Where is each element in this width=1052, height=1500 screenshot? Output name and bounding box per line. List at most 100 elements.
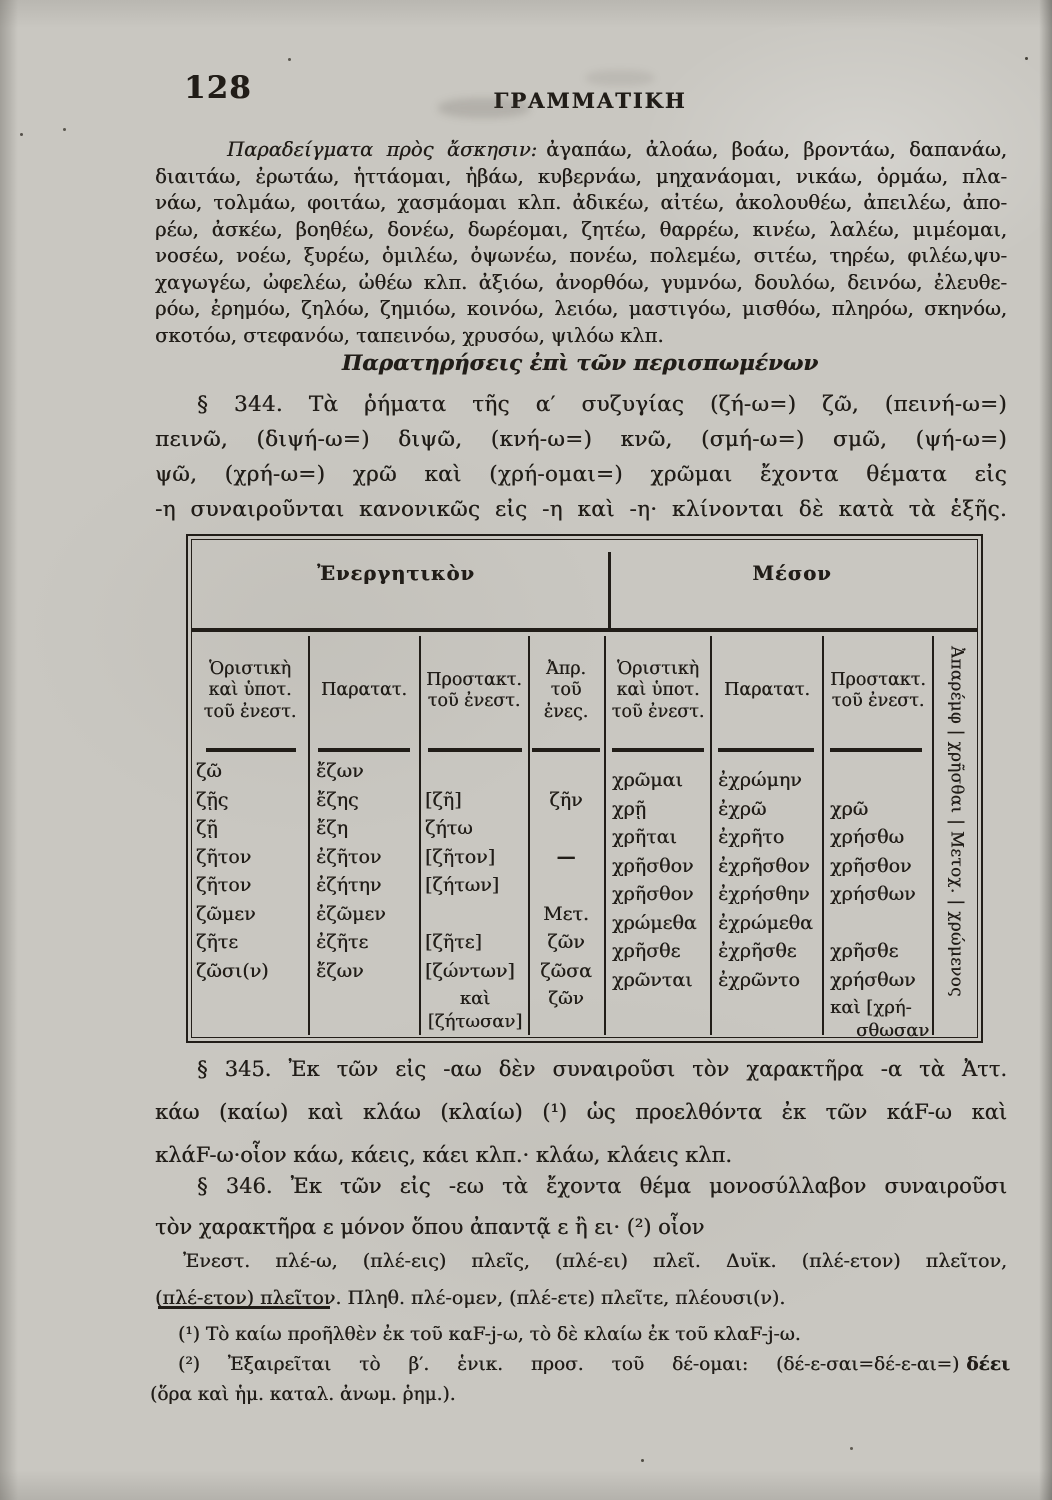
table-cell <box>196 1011 306 1034</box>
table-cell: ζήτω <box>425 817 473 839</box>
table-cell: — <box>556 845 576 868</box>
table-cell <box>530 1011 602 1034</box>
column-rule <box>710 636 712 1035</box>
table-cell: χρῶνται <box>612 968 693 991</box>
col-header-imperfect-active: Παρατατ. <box>321 680 407 701</box>
text-line: σκοτόω, στεφανόω, ταπεινόω, χρυσόω, ψιλό… <box>155 323 664 347</box>
table-cell: ἐχρώμην <box>718 769 802 791</box>
table-column-infinitive-participle-middle: Ἀπαρέμφ | χρῆσθαι | Μετοχ. | χρώμενος <box>947 646 967 997</box>
table-cell: ζῆτον <box>196 845 252 868</box>
examples-lead-italic: Παραδείγματα πρὸς ἄσκησιν: <box>227 138 538 161</box>
print-ghost-smudge <box>585 70 655 86</box>
table-cell: ζῇς <box>196 788 229 811</box>
col-header-imperative-active: Προστακτ. τοῦ ἐνεστ. <box>426 669 522 712</box>
paragraph-346-examples: Ἐνεστ. πλέ-ω, (πλέ-εις) πλεῖς, (πλέ-ει) … <box>155 1243 1007 1317</box>
column-rule <box>932 636 934 1035</box>
text-line: διαιτάω, ἐρωτάω, ἡττάομαι, ἡβάω, κυβερνά… <box>155 164 1007 188</box>
text-line: νάω, τολμάω, φοιτάω, χασμάομαι κλπ. ἀδικ… <box>155 191 1007 214</box>
table-cell: ζῆν <box>549 788 583 811</box>
header-rule <box>192 628 977 632</box>
table-column-imperative-active: [ζῆ] ζήτω [ζῆτον] [ζήτων] [ζῆτε] [ζώντων… <box>425 760 525 1034</box>
table-cell: ζῶν <box>548 988 584 1009</box>
footnote-line: (ὅρα καὶ ἡμ. καταλ. ἀνωμ. ῥημ.). <box>150 1384 456 1405</box>
table-cell: ἐζῶμεν <box>316 902 386 925</box>
table-cell: καὶ [χρή- <box>830 997 912 1018</box>
col-header-infinitive-active: Ἀπρ. τοῦ ἐνες. <box>543 658 589 722</box>
conjugation-table: Ἐνεργητικὸν Μέσον Ὁριστικὴ καὶ ὑποτ. τοῦ… <box>186 534 983 1043</box>
table-cell: ἔζων <box>316 959 364 982</box>
text-segment: ἀγαπάω, ἀλοάω, βοάω, βροντάω, δαπανάω, <box>546 138 1007 161</box>
table-cell: ἐχρῆσθε <box>718 940 797 962</box>
print-ghost-smudge <box>438 98 530 118</box>
table-cell: ἐχρήσθην <box>718 883 810 905</box>
table-column-imperfect-middle: ἐχρώμην ἐχρῶ ἐχρῆτο ἐχρῆσθον ἐχρήσθην ἐχ… <box>718 760 820 1043</box>
paragraph-346: § 346. Ἐκ τῶν εἰς -εω τὰ ἔχοντα θέμα μον… <box>155 1166 1007 1248</box>
table-cell: ζῆτον <box>196 874 252 896</box>
table-cell <box>530 874 602 903</box>
table-cell: [ζώντων] <box>425 959 515 982</box>
col-header-underline <box>718 748 814 752</box>
footnote-separator-rule <box>158 1306 330 1309</box>
table-cell: χρῶ <box>830 797 869 820</box>
text-line: (πλέ-ετον) πλεῖτον. Πληθ. πλέ-ομεν, (πλέ… <box>155 1287 786 1309</box>
col-header-underline <box>318 748 410 752</box>
voice-header-active: Ἐνεργητικὸν <box>316 562 475 585</box>
col-header-underline <box>612 748 704 752</box>
column-rule <box>604 636 606 1035</box>
text-line: § 345. Ἐκ τῶν εἰς -αω δὲν συναιροῦσι τὸν… <box>197 1057 1007 1081</box>
table-column-imperfect-active: ἔζων ἔζης ἔζη ἐζῆτον ἐζήτην ἐζῶμεν ἐζῆτε… <box>316 760 416 1034</box>
voice-divider-rule <box>608 552 611 628</box>
table-cell <box>612 997 708 1020</box>
table-cell <box>530 760 602 789</box>
table-cell: ζῶμεν <box>196 902 256 925</box>
table-cell <box>718 1020 820 1043</box>
footnote-line: (²) Ἐξαιρεῖται τὸ β′. ἑνικ. προσ. τοῦ δέ… <box>150 1350 1010 1380</box>
text-line: ρόω, ἐρημόω, ζηλόω, ζημιόω, κοινόω, λειό… <box>155 297 1007 320</box>
table-cell: ἐζῆτον <box>316 845 382 868</box>
table-cell: χρήσθων <box>830 968 916 991</box>
table-cell: χρῆται <box>612 826 677 848</box>
table-cell: ἔζων <box>316 760 364 782</box>
paragraph-345: § 345. Ἐκ τῶν εἰς -αω δὲν συναιροῦσι τὸν… <box>155 1048 1007 1177</box>
text-line: § 346. Ἐκ τῶν εἰς -εω τὰ ἔχοντα θέμα μον… <box>197 1174 1007 1198</box>
table-cell: χρῇ <box>612 797 647 820</box>
text-line: Ἐνεστ. πλέ-ω, (πλέ-εις) πλεῖς, (πλέ-ει) … <box>183 1250 1007 1272</box>
table-cell: ἔζη <box>316 817 348 839</box>
table-cell <box>196 988 306 1011</box>
table-cell: ἐχρῶντο <box>718 968 800 991</box>
table-cell: [ζῆ] <box>425 788 462 811</box>
table-cell: [ζῆτον] <box>425 845 496 868</box>
table-cell: ζῶσι(ν) <box>196 959 269 982</box>
col-header-indicative-middle: Ὁριστικὴ καὶ ὑποτ. τοῦ ἐνεστ. <box>611 658 705 722</box>
table-cell: χρῆσθε <box>612 940 681 962</box>
table-cell <box>718 997 820 1020</box>
table-cell: [ζῆτε] <box>425 931 482 953</box>
table-cell <box>316 1011 416 1034</box>
table-cell: ἐχρῆτο <box>718 826 785 848</box>
table-cell: ζῆτε <box>196 931 239 953</box>
col-header-underline <box>206 748 296 752</box>
table-cell: χρῆσθον <box>612 854 694 877</box>
table-cell: ἔζης <box>316 788 359 811</box>
table-column-infinitive-active: ζῆν — Μετ. ζῶν ζῶσα ζῶν <box>530 760 602 1034</box>
table-cell: χρῶμαι <box>612 769 683 791</box>
footnotes: (¹) Τὸ καίω προῆλθὲν ἐκ τοῦ καF-j-ω, τὸ … <box>150 1320 1010 1410</box>
table-cell: [ζήτων] <box>425 874 500 896</box>
table-cell: χρῆσθε <box>830 940 899 962</box>
col-header-indicative-active: Ὁριστικὴ καὶ ὑποτ. τοῦ ἐνεστ. <box>203 658 297 722</box>
col-header-imperfect-middle: Παρατατ. <box>724 680 810 701</box>
table-cell: χρήσθω <box>830 826 904 848</box>
table-cell <box>830 769 930 798</box>
footnote-bold-word: δέει <box>966 1354 1010 1375</box>
table-cell <box>530 817 602 846</box>
table-cell: ζῶν <box>547 931 585 953</box>
table-column-imperative-middle: χρῶ χρήσθω χρῆσθον χρήσθων χρῆσθε χρήσθω… <box>830 760 930 1043</box>
column-rule <box>528 636 530 1035</box>
column-rule <box>419 636 421 1035</box>
paper-specks <box>1025 57 1028 60</box>
table-cell: ζῇ <box>196 817 218 839</box>
column-rule <box>822 636 824 1035</box>
paragraph-examples: Παραδείγματα πρὸς ἄσκησιν: ἀγαπάω, ἀλοάω,… <box>155 137 1007 349</box>
table-cell: χρῆσθον <box>830 854 912 877</box>
